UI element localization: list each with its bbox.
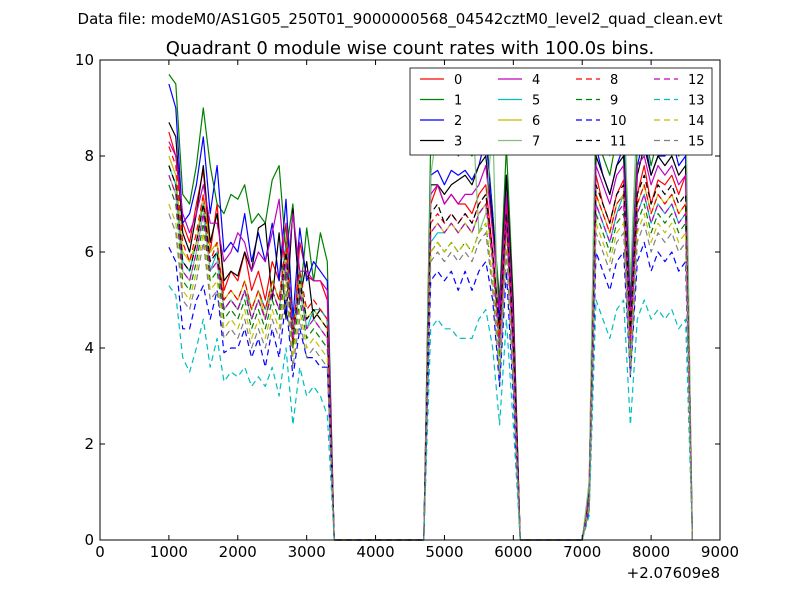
legend-label-2: 2 — [454, 114, 462, 129]
x-tick-label: 1000 — [150, 543, 188, 561]
legend-label-6: 6 — [532, 114, 540, 129]
y-tick-label: 10 — [75, 51, 94, 69]
x-tick-label: 8000 — [632, 543, 670, 561]
series-line-13 — [168, 285, 693, 541]
legend-label-10: 10 — [610, 114, 627, 129]
x-tick-label: 5000 — [425, 543, 463, 561]
legend-label-5: 5 — [532, 94, 540, 109]
legend-label-9: 9 — [610, 94, 618, 109]
series-line-12 — [168, 174, 693, 541]
legend-label-8: 8 — [610, 73, 618, 88]
y-tick-label: 4 — [84, 339, 94, 357]
y-tick-label: 2 — [84, 435, 94, 453]
series-line-14 — [168, 203, 693, 541]
legend-label-11: 11 — [610, 135, 627, 150]
legend-label-7: 7 — [532, 135, 540, 150]
legend-label-0: 0 — [454, 73, 462, 88]
series-line-4 — [168, 141, 693, 541]
series-layer — [168, 74, 693, 541]
x-tick-label: 9000 — [701, 543, 739, 561]
x-tick-label: 3000 — [288, 543, 326, 561]
series-line-8 — [168, 146, 693, 541]
x-tick-label: 4000 — [356, 543, 394, 561]
legend-label-15: 15 — [688, 135, 705, 150]
x-tick-label: 6000 — [494, 543, 532, 561]
legend-box — [409, 67, 713, 156]
x-tick-label: 0 — [95, 543, 105, 561]
legend-label-13: 13 — [688, 94, 705, 109]
chart-title: Quadrant 0 module wise count rates with … — [166, 38, 655, 59]
legend-label-4: 4 — [532, 73, 540, 88]
legend-label-1: 1 — [454, 94, 462, 109]
figure-suptitle: Data file: modeM0/AS1G05_250T01_90000005… — [78, 10, 723, 29]
y-tick-label: 6 — [84, 243, 94, 261]
ticks-layer: 0 1000 2000 3000 4000 5000 6000 7000 8000 9000 0 2 4… — [75, 51, 739, 561]
y-tick-label: 8 — [84, 147, 94, 165]
y-tick-label: 0 — [84, 531, 94, 549]
x-tick-label: 7000 — [563, 543, 601, 561]
x-offset-label: +2.07609e8 — [627, 564, 720, 582]
legend-label-14: 14 — [688, 114, 705, 129]
legend-label-12: 12 — [688, 73, 705, 88]
series-line-15 — [168, 213, 693, 541]
series-line-10 — [168, 241, 693, 541]
legend-label-3: 3 — [454, 135, 462, 150]
plot-frame — [99, 59, 721, 541]
x-tick-label: 2000 — [219, 543, 257, 561]
